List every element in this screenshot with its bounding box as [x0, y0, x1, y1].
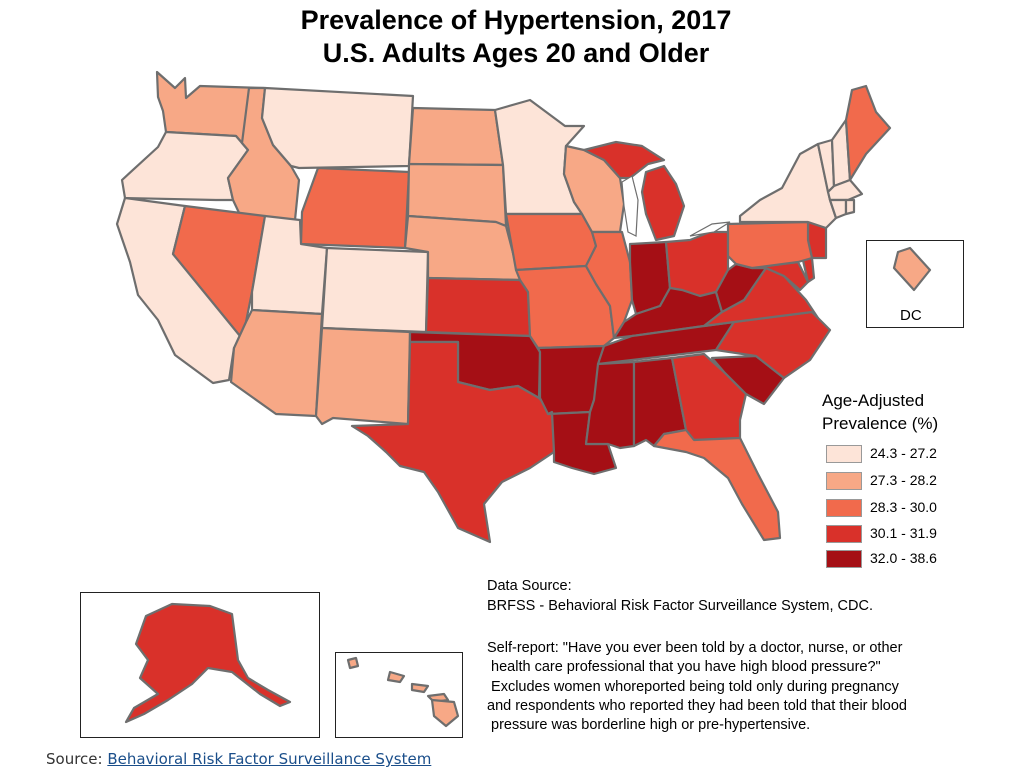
legend-label: 28.3 - 30.0	[870, 499, 937, 515]
states-layer	[115, 70, 932, 728]
legend-swatch	[826, 445, 862, 463]
self-report-line-1: Self-report: "Have you ever been told by…	[487, 640, 903, 656]
state-pennsylvania[interactable]	[726, 220, 814, 270]
state-wyoming[interactable]	[299, 166, 411, 250]
legend-title-line-2: Prevalence (%)	[822, 414, 939, 433]
self-report-line-2: health care professional that you have h…	[487, 659, 881, 675]
state-florida[interactable]	[652, 428, 782, 542]
state-district-of-columbia[interactable]	[892, 246, 932, 292]
legend-label: 24.3 - 27.2	[870, 445, 937, 461]
source-prefix: Source:	[46, 750, 108, 768]
lake-michigan	[621, 175, 639, 237]
state-iowa[interactable]	[504, 212, 598, 272]
state-maine[interactable]	[844, 84, 892, 182]
data-source-label: Data Source:	[487, 578, 572, 594]
state-arizona[interactable]	[229, 308, 324, 418]
legend-label: 30.1 - 31.9	[870, 525, 937, 541]
self-report-line-4: and respondents who reported they had be…	[487, 698, 907, 714]
state-alaska[interactable]	[124, 602, 292, 724]
legend-label: 27.3 - 28.2	[870, 472, 937, 488]
self-report-line-5: pressure was borderline high or pre-hype…	[487, 717, 811, 733]
state-kansas[interactable]	[424, 276, 532, 338]
title-line-2: U.S. Adults Ages 20 and Older	[322, 38, 710, 68]
legend-swatch	[826, 550, 862, 568]
state-texas[interactable]	[350, 340, 556, 544]
great-lakes	[621, 175, 731, 237]
dc-inset-label: DC	[900, 307, 922, 324]
lake-erie	[689, 221, 731, 237]
state-colorado[interactable]	[320, 246, 430, 334]
state-hawaii[interactable]	[346, 656, 460, 728]
legend-title-line-1: Age-Adjusted	[822, 391, 925, 410]
source-link[interactable]: Behavioral Risk Factor Surveillance Syst…	[107, 750, 432, 768]
state-montana[interactable]	[260, 86, 415, 170]
data-source-text: BRFSS - Behavioral Risk Factor Surveilla…	[487, 598, 873, 614]
legend-swatch	[826, 472, 862, 490]
legend-label: 32.0 - 38.6	[870, 550, 937, 566]
legend-title: Age-Adjusted Prevalence (%)	[822, 389, 938, 435]
state-new-mexico[interactable]	[314, 326, 412, 426]
legend-swatch	[826, 525, 862, 543]
state-michigan[interactable]	[582, 140, 686, 242]
state-rhode-island[interactable]	[844, 198, 856, 216]
self-report-line-3: Excludes women whoreported being told on…	[487, 679, 899, 695]
state-oregon[interactable]	[120, 130, 250, 202]
map-title: Prevalence of Hypertension, 2017 U.S. Ad…	[0, 4, 1032, 70]
source-line: Source: Behavioral Risk Factor Surveilla…	[46, 750, 431, 768]
state-north-dakota[interactable]	[407, 106, 505, 167]
title-line-1: Prevalence of Hypertension, 2017	[300, 5, 732, 35]
legend-swatch	[826, 499, 862, 517]
